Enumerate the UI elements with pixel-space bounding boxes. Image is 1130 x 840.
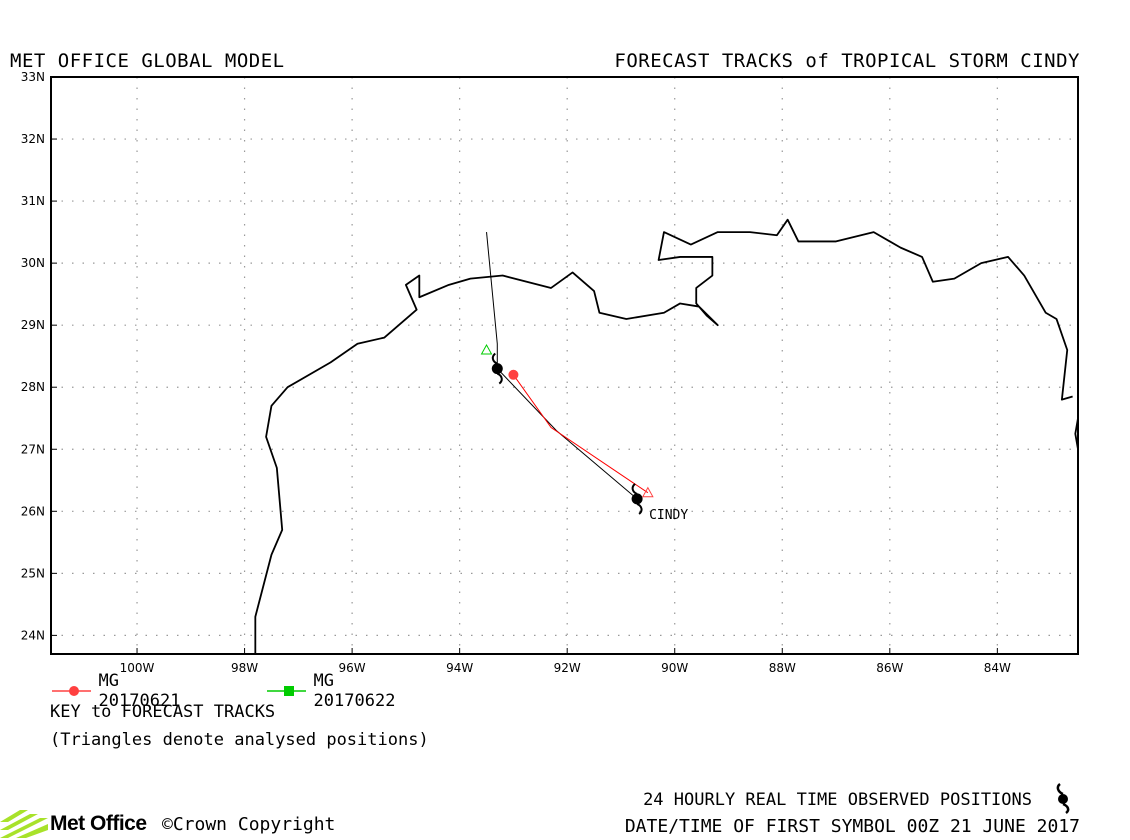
map-frame xyxy=(50,76,1079,655)
met-office-logo-icon xyxy=(0,810,48,838)
storm-symbol-arm-top xyxy=(491,352,498,365)
storm-symbol-core xyxy=(631,493,643,505)
coastline xyxy=(254,218,1079,654)
lat-label: 28N xyxy=(21,380,45,394)
lat-label: 30N xyxy=(21,256,45,270)
storm-symbol-arm-bottom xyxy=(636,502,643,515)
lon-label: 92W xyxy=(554,661,581,675)
lat-label: 33N xyxy=(21,70,45,84)
lat-label: 31N xyxy=(21,194,45,208)
axis-ticks xyxy=(51,76,998,654)
storm-symbol-core xyxy=(491,363,503,375)
key-title: KEY to FORECAST TRACKS xyxy=(50,702,276,722)
copyright-notice: ©Crown Copyright xyxy=(162,814,336,835)
legend-item-mg-20170622: MG 20170622 xyxy=(265,671,405,711)
lat-label: 27N xyxy=(21,442,45,456)
legend-label: MG 20170622 xyxy=(313,671,396,711)
first-symbol-date: DATE/TIME OF FIRST SYMBOL 00Z 21 JUNE 20… xyxy=(624,816,1080,837)
lon-label: 84W xyxy=(984,661,1011,675)
analysed-position-triangle xyxy=(480,343,493,355)
analysed-position-triangle xyxy=(641,486,654,498)
legend-label: MG 20170621 xyxy=(98,671,181,711)
storm-symbol-icon xyxy=(631,483,643,515)
lat-label: 25N xyxy=(21,566,45,580)
lat-label: 29N xyxy=(21,318,45,332)
legend-swatch-red xyxy=(52,686,91,696)
legend-swatch-green xyxy=(267,686,306,696)
storm-symbol-arm-bottom xyxy=(496,372,503,385)
lon-label: 94W xyxy=(446,661,473,675)
tracks-layer: CINDY xyxy=(480,232,688,523)
coastline-path xyxy=(254,218,1073,654)
logo-text: Met Office xyxy=(50,812,147,835)
map-grid xyxy=(51,76,1078,654)
lon-label: 88W xyxy=(769,661,796,675)
lon-label: 86W xyxy=(876,661,903,675)
axis-labels: 100W 98W 96W 94W 92W 90W 88W 86W 84W 33N 32N 31N 30N… xyxy=(21,70,1011,675)
storm-name-label: CINDY xyxy=(649,508,688,523)
page-title-right: FORECAST TRACKS of TROPICAL STORM CINDY xyxy=(614,50,1080,72)
key-note: (Triangles denote analysed positions) xyxy=(50,730,429,750)
legend-item-mg-20170621: MG 20170621 xyxy=(50,671,190,711)
storm-symbol-icon xyxy=(491,352,503,385)
lat-label: 32N xyxy=(21,132,45,146)
forecast-position-marker xyxy=(508,369,519,380)
lon-label: 96W xyxy=(339,661,366,675)
observed-positions-note: 24 HOURLY REAL TIME OBSERVED POSITIONS xyxy=(643,790,1032,810)
lon-label: 100W xyxy=(120,661,155,675)
storm-symbol-icon xyxy=(1056,783,1070,814)
lat-label: 24N xyxy=(21,628,45,642)
lon-label: 90W xyxy=(661,661,688,675)
page-title-left: MET OFFICE GLOBAL MODEL xyxy=(10,50,285,72)
observed-track-line xyxy=(486,232,638,500)
lat-label: 26N xyxy=(21,504,45,518)
lon-label: 98W xyxy=(231,661,258,675)
forecast-track-line xyxy=(513,374,649,494)
storm-symbol-arm-top xyxy=(631,483,638,495)
